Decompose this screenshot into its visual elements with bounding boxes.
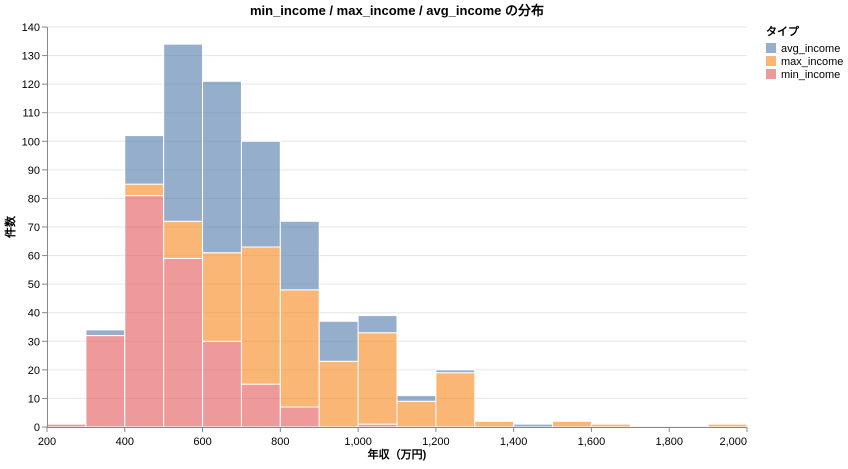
bar-max_income-500 (163, 220, 204, 259)
bar-avg_income-400 (124, 135, 165, 185)
bar-max_income-1200 (435, 372, 476, 428)
chart-title: min_income / max_income / avg_income の分布 (250, 3, 544, 18)
bar-max_income-1300 (474, 420, 515, 428)
y-tick-label: 110 (22, 108, 40, 120)
x-tick-label: 600 (193, 436, 211, 448)
bar-max_income-900 (318, 360, 359, 428)
legend-label-max_income: max_income (781, 56, 843, 68)
bar-max_income-600 (202, 252, 242, 342)
bar-min_income-800 (279, 406, 320, 428)
axes: 0 10 20 30 40 50 60 70 80 90 100 110 120 130 140 200 400… (22, 22, 748, 448)
y-tick-label: 40 (28, 308, 40, 320)
y-tick-label: 70 (28, 222, 40, 234)
x-tick-label: 1,200 (422, 436, 450, 448)
bar-min_income-300 (85, 335, 126, 428)
bar-max_income-1100 (396, 400, 437, 428)
bar-max_income-1500 (552, 420, 592, 428)
bar-avg_income-500 (163, 43, 204, 222)
y-tick-label: 120 (22, 79, 40, 91)
bar-avg_income-600 (202, 80, 242, 254)
x-tick-label: 1,800 (655, 436, 683, 448)
y-tick-label: 60 (28, 251, 40, 263)
y-tick-label: 50 (28, 279, 40, 291)
bar-avg_income-1200 (435, 369, 476, 374)
bar-max_income-800 (279, 289, 320, 408)
x-tick-label: 1,400 (500, 436, 528, 448)
y-axis-title: 件数 (3, 215, 17, 238)
bar-avg_income-1100 (396, 395, 437, 402)
bar-min_income-600 (202, 340, 242, 428)
y-tick-label: 80 (28, 193, 40, 205)
legend-title: タイプ (766, 24, 800, 38)
x-tick-label: 200 (38, 436, 56, 448)
bar-avg_income-300 (85, 329, 126, 337)
legend-swatch-min_income (766, 69, 776, 79)
bar-avg_income-1000 (357, 315, 398, 334)
x-tick-label: 2,000 (719, 436, 747, 448)
bar-min_income-700 (240, 383, 281, 428)
bar-max_income-1900 (707, 423, 748, 428)
x-tick-label: 1,600 (578, 436, 606, 448)
bar-avg_income-900 (318, 320, 359, 362)
x-tick-label: 800 (271, 436, 289, 448)
bar-avg_income-700 (240, 140, 281, 248)
bar-avg_income-800 (279, 220, 320, 291)
bars (46, 43, 748, 428)
legend-label-avg_income: avg_income (781, 43, 840, 55)
x-tick-label: 1,000 (344, 436, 372, 448)
bar-max_income-700 (240, 246, 281, 385)
bar-min_income-200 (46, 423, 87, 428)
y-tick-label: 140 (22, 22, 40, 34)
legend-swatch-max_income (766, 56, 776, 66)
x-axis-title: 年収（万円) (368, 447, 427, 461)
legend-label-min_income: min_income (781, 69, 840, 81)
bar-max_income-1000 (357, 332, 398, 425)
bar-min_income-400 (124, 195, 165, 428)
y-tick-label: 30 (28, 336, 40, 348)
bar-max_income-400 (124, 183, 165, 197)
x-tick-label: 400 (116, 436, 134, 448)
y-tick-label: 130 (22, 51, 40, 63)
legend-swatch-avg_income (766, 43, 776, 53)
y-tick-label: 20 (28, 365, 40, 377)
bar-min_income-500 (163, 257, 204, 428)
y-tick-label: 100 (22, 136, 40, 148)
bar-max_income-1600 (590, 423, 631, 428)
bar-avg_income-1400 (513, 423, 554, 428)
y-tick-label: 10 (28, 393, 40, 405)
y-tick-label: 0 (34, 422, 40, 434)
y-tick-label: 90 (28, 165, 40, 177)
